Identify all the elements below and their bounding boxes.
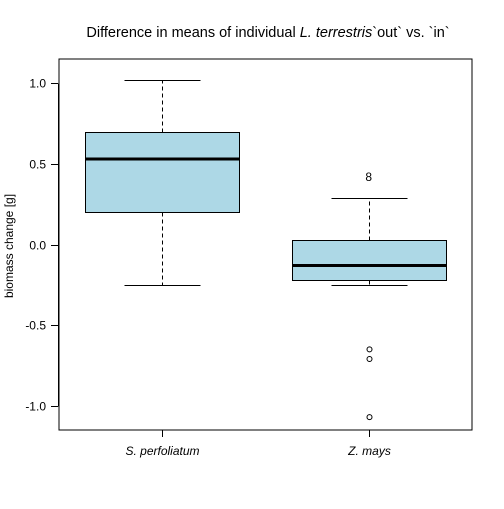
box-group-1: [292, 198, 447, 421]
y-axis-label: biomass change [g]: [2, 194, 16, 298]
x-tick-label-0: S. perfoliatum: [125, 444, 199, 458]
box-group-0: [85, 80, 240, 286]
chart-title: Difference in means of individual L. ter…: [86, 25, 449, 41]
outlier-point-1-1: [366, 356, 373, 363]
y-axis: 1.0 0.5 0.0 -0.5 -1.0: [25, 77, 59, 414]
chart-title-part-2: `out` vs. `in`: [372, 25, 449, 41]
chart-title-part-1: Difference in means of individual: [86, 25, 299, 41]
box-0: [85, 132, 240, 213]
box-1: [292, 240, 447, 281]
y-tick-label-4: -1.0: [25, 400, 46, 414]
chart-title-species: L. terrestris: [300, 25, 373, 41]
annotation-0: 8: [365, 170, 372, 184]
x-axis: S. perfoliatum Z. mays: [125, 430, 391, 458]
y-tick-label-0: 1.0: [29, 77, 46, 91]
outlier-point-1-2: [366, 414, 373, 421]
annotations: 8: [365, 170, 372, 184]
boxes: [85, 80, 447, 421]
x-tick-label-1: Z. mays: [347, 444, 391, 458]
outlier-point-1-0: [366, 346, 373, 353]
y-tick-label-1: 0.5: [29, 158, 46, 172]
y-tick-label-3: -0.5: [25, 319, 46, 333]
y-tick-label-2: 0.0: [29, 239, 46, 253]
